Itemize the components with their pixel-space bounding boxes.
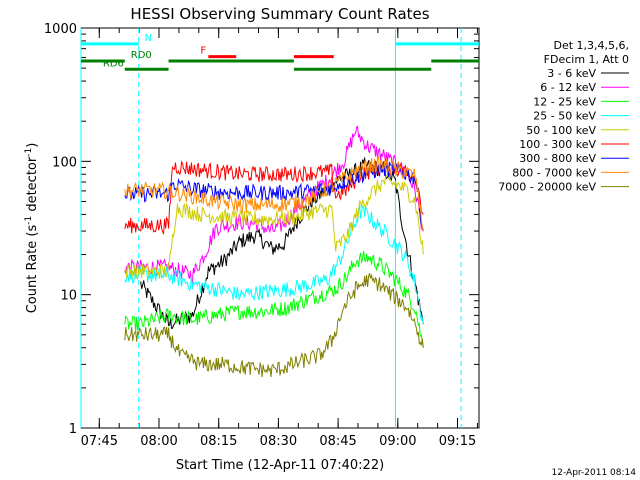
y-axis-label: Count Rate (s-1 detector-1) bbox=[24, 143, 40, 314]
legend-header-2: FDecim 1, Att 0 bbox=[544, 53, 629, 66]
plot-area: 1 10 100 1000 07:45 08:00 08:15 08:30 08:45 09:00… bbox=[44, 22, 480, 449]
legend-label: 800 - 7000 keV bbox=[512, 166, 596, 179]
legend-label: 12 - 25 keV bbox=[533, 95, 596, 108]
legend-label: 25 - 50 keV bbox=[533, 110, 596, 123]
x-tick-label: 08:30 bbox=[260, 434, 297, 449]
series-line bbox=[124, 159, 424, 236]
flag-label-n: N bbox=[145, 33, 152, 44]
series-line bbox=[124, 204, 424, 325]
y-tick-label: 1 bbox=[69, 422, 77, 437]
series-line bbox=[124, 155, 424, 232]
legend-label: 100 - 300 keV bbox=[519, 138, 596, 151]
legend-label: 3 - 6 keV bbox=[547, 67, 596, 80]
x-tick-label: 07:45 bbox=[81, 434, 118, 449]
x-tick-label: 08:45 bbox=[319, 434, 356, 449]
legend-header-1: Det 1,3,4,5,6, bbox=[553, 39, 629, 52]
legend-label: 7000 - 20000 keV bbox=[498, 181, 596, 194]
x-tick-label: 09:15 bbox=[439, 434, 476, 449]
footer-date: 12-Apr-2011 08:14 bbox=[552, 468, 637, 478]
x-tick-label: 09:00 bbox=[379, 434, 416, 449]
flag-label-rd6: RD6 bbox=[103, 58, 124, 69]
y-tick-label: 100 bbox=[52, 155, 77, 170]
legend-label: 6 - 12 keV bbox=[540, 81, 596, 94]
legend-label: 300 - 800 keV bbox=[519, 152, 596, 165]
legend-label: 50 - 100 keV bbox=[526, 124, 596, 137]
flag-label-f: F bbox=[200, 46, 206, 57]
series-line bbox=[124, 173, 424, 280]
chart-title: HESSI Observing Summary Count Rates bbox=[130, 5, 429, 23]
y-tick-label: 1000 bbox=[44, 22, 77, 37]
x-axis-label: Start Time (12-Apr-11 07:40:22) bbox=[176, 458, 384, 473]
flag-label-rd0: RD0 bbox=[131, 50, 152, 61]
x-tick-label: 08:00 bbox=[140, 434, 177, 449]
y-tick-label: 10 bbox=[60, 289, 77, 304]
series-line bbox=[124, 272, 424, 378]
x-tick-label: 08:15 bbox=[200, 434, 237, 449]
series-line bbox=[124, 250, 424, 348]
